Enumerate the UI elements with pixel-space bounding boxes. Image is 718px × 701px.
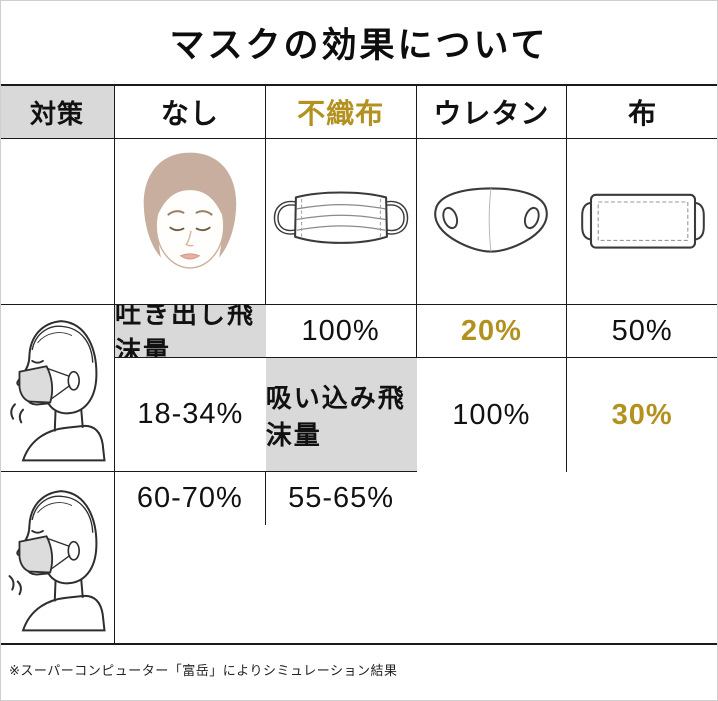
col-header-no-mask: なし (115, 86, 266, 139)
mask-image-cloth (567, 139, 718, 305)
inhaling-person-icon (8, 489, 106, 631)
col-header-cloth: 布 (567, 86, 718, 139)
bare-face-icon (143, 152, 237, 269)
exhaling-person-icon (10, 320, 106, 462)
exhale-illustration-cell (0, 305, 115, 472)
urethane-mask-icon (434, 186, 549, 253)
value-inhale-nonwoven: 30% (567, 358, 718, 472)
section-header-exhaled-droplets: 吐き出し飛沫量 (115, 305, 266, 358)
surgical-mask-icon (273, 190, 408, 244)
col-header-urethane: ウレタン (416, 86, 568, 139)
value-exhale-no-mask: 100% (265, 305, 417, 358)
mask-effect-table: 対策 なし 不織布 ウレタン 布 (0, 84, 718, 645)
value-inhale-no-mask: 100% (416, 358, 568, 472)
empty-cell (0, 139, 115, 305)
col-header-measure: 対策 (0, 86, 115, 139)
cloth-mask-icon (580, 193, 705, 249)
mask-image-nonwoven (265, 139, 417, 305)
mask-image-urethane (416, 139, 568, 305)
col-header-nonwoven: 不織布 (265, 86, 417, 139)
title-row: マスクの効果について (0, 0, 718, 84)
value-exhale-nonwoven: 20% (416, 305, 568, 358)
value-inhale-urethane: 60-70% (115, 472, 266, 525)
page-title: マスクの効果について (169, 25, 549, 65)
section-header-inhaled-droplets: 吸い込み飛沫量 (265, 358, 417, 472)
inhale-illustration-cell (0, 472, 115, 643)
value-exhale-urethane: 50% (567, 305, 718, 358)
footnote: ※スーパーコンピューター「富岳」によりシミュレーション結果 (9, 663, 398, 678)
value-exhale-cloth: 18-34% (115, 358, 266, 472)
mask-image-none (115, 139, 266, 305)
value-inhale-cloth: 55-65% (265, 472, 417, 525)
